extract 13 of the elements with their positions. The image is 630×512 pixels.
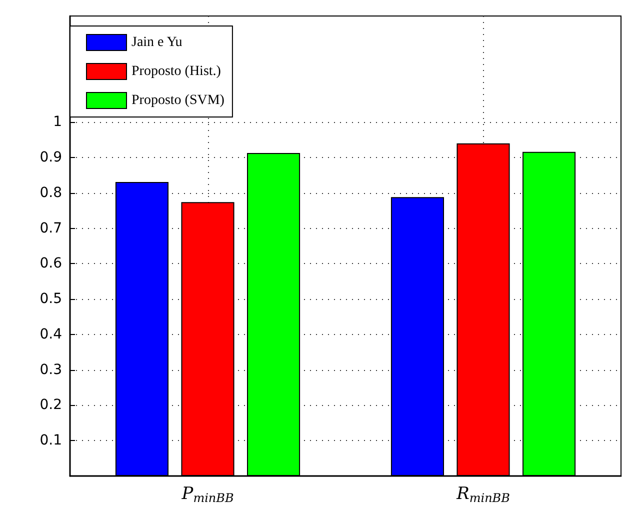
y-tick-label: 0.3	[40, 362, 62, 378]
y-tick-label: 0.7	[40, 220, 62, 236]
y-tick-label: 0.1	[40, 432, 62, 449]
y-tick-label: 0.2	[40, 397, 62, 414]
legend-label: Proposto (Hist.)	[132, 64, 222, 79]
y-tick-label: 0.8	[40, 184, 62, 201]
y-tick-label: 1	[53, 114, 62, 130]
y-tick-label: 0.5	[40, 291, 62, 308]
y-tick-label: 0.6	[40, 256, 62, 272]
legend-label: Jain e Yu	[132, 35, 182, 50]
y-tick-label: 0.4	[40, 326, 62, 342]
y-tick-label: 0.9	[40, 150, 62, 166]
legend-label: Proposto (SVM)	[132, 93, 225, 108]
